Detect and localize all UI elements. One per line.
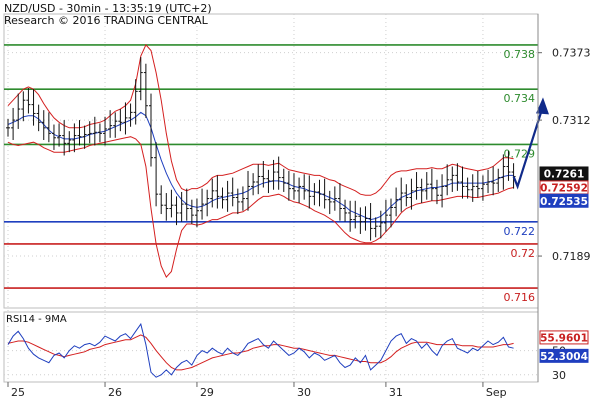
level-label: 0.738 bbox=[504, 48, 536, 61]
moving-average-badge-box bbox=[539, 193, 589, 208]
forecast-arrow-line bbox=[512, 108, 544, 190]
chart-title: NZD/USD - 30min - 13:35:19 (UTC+2) bbox=[4, 2, 212, 15]
main-panel-frame bbox=[3, 13, 539, 309]
rsi-panel-label: RSI14 - 9MA bbox=[6, 314, 67, 325]
level-label: 0.716 bbox=[504, 291, 536, 304]
forecast-arrow-head bbox=[536, 97, 549, 115]
date-label: 25 bbox=[11, 386, 25, 399]
rsi-value-badge-label: 52.3004 bbox=[540, 351, 588, 363]
bollinger-upper-badge-label: 0.72592 bbox=[540, 182, 588, 194]
date-label: Sep bbox=[486, 386, 507, 399]
grid-layer bbox=[3, 13, 539, 383]
bollinger-lower bbox=[7, 136, 514, 278]
level-label: 0.722 bbox=[504, 225, 536, 238]
last-price-badge-box bbox=[539, 166, 589, 181]
level-label: 0.734 bbox=[504, 92, 536, 105]
moving-average bbox=[7, 111, 514, 221]
rsi-ma-line bbox=[7, 334, 514, 371]
moving-average-badge-label: 0.72535 bbox=[540, 196, 588, 208]
rsi-layer: RSI14 - 9MA5030 bbox=[4, 314, 566, 382]
last-price-badge-label: 0.7261 bbox=[544, 168, 585, 180]
badges-layer: 0.7261 0.72592 0.72535 55.9601 52.3004 bbox=[539, 166, 589, 363]
date-label: 26 bbox=[108, 386, 122, 399]
bollinger-upper bbox=[7, 44, 514, 196]
price-tick-label: 0.7312 bbox=[552, 114, 590, 127]
price-bars-layer bbox=[6, 57, 516, 241]
rsi-value-badge-box bbox=[539, 348, 589, 363]
price-tick-label: 0.7373 bbox=[552, 47, 590, 60]
rsi-panel-frame bbox=[3, 311, 539, 383]
price-tick-label: 0.7189 bbox=[552, 250, 590, 263]
date-label: 29 bbox=[200, 386, 214, 399]
rsi-tick-label: 30 bbox=[552, 369, 566, 382]
level-label: 0.72 bbox=[511, 247, 536, 260]
axis-layer: 25 26 29 30 31 Sep 0.7373 0.7312 0.7189 bbox=[7, 14, 590, 399]
research-credit: Research © 2016 TRADING CENTRAL bbox=[4, 14, 209, 27]
date-label: 30 bbox=[297, 386, 311, 399]
date-label: 31 bbox=[389, 386, 403, 399]
rsi-ma-badge-label: 55.9601 bbox=[540, 332, 588, 344]
forecast-arrow-layer bbox=[512, 97, 549, 190]
bollinger-layer bbox=[7, 44, 514, 278]
rsi-ma-badge-box bbox=[539, 330, 589, 345]
rsi-line bbox=[7, 322, 514, 378]
